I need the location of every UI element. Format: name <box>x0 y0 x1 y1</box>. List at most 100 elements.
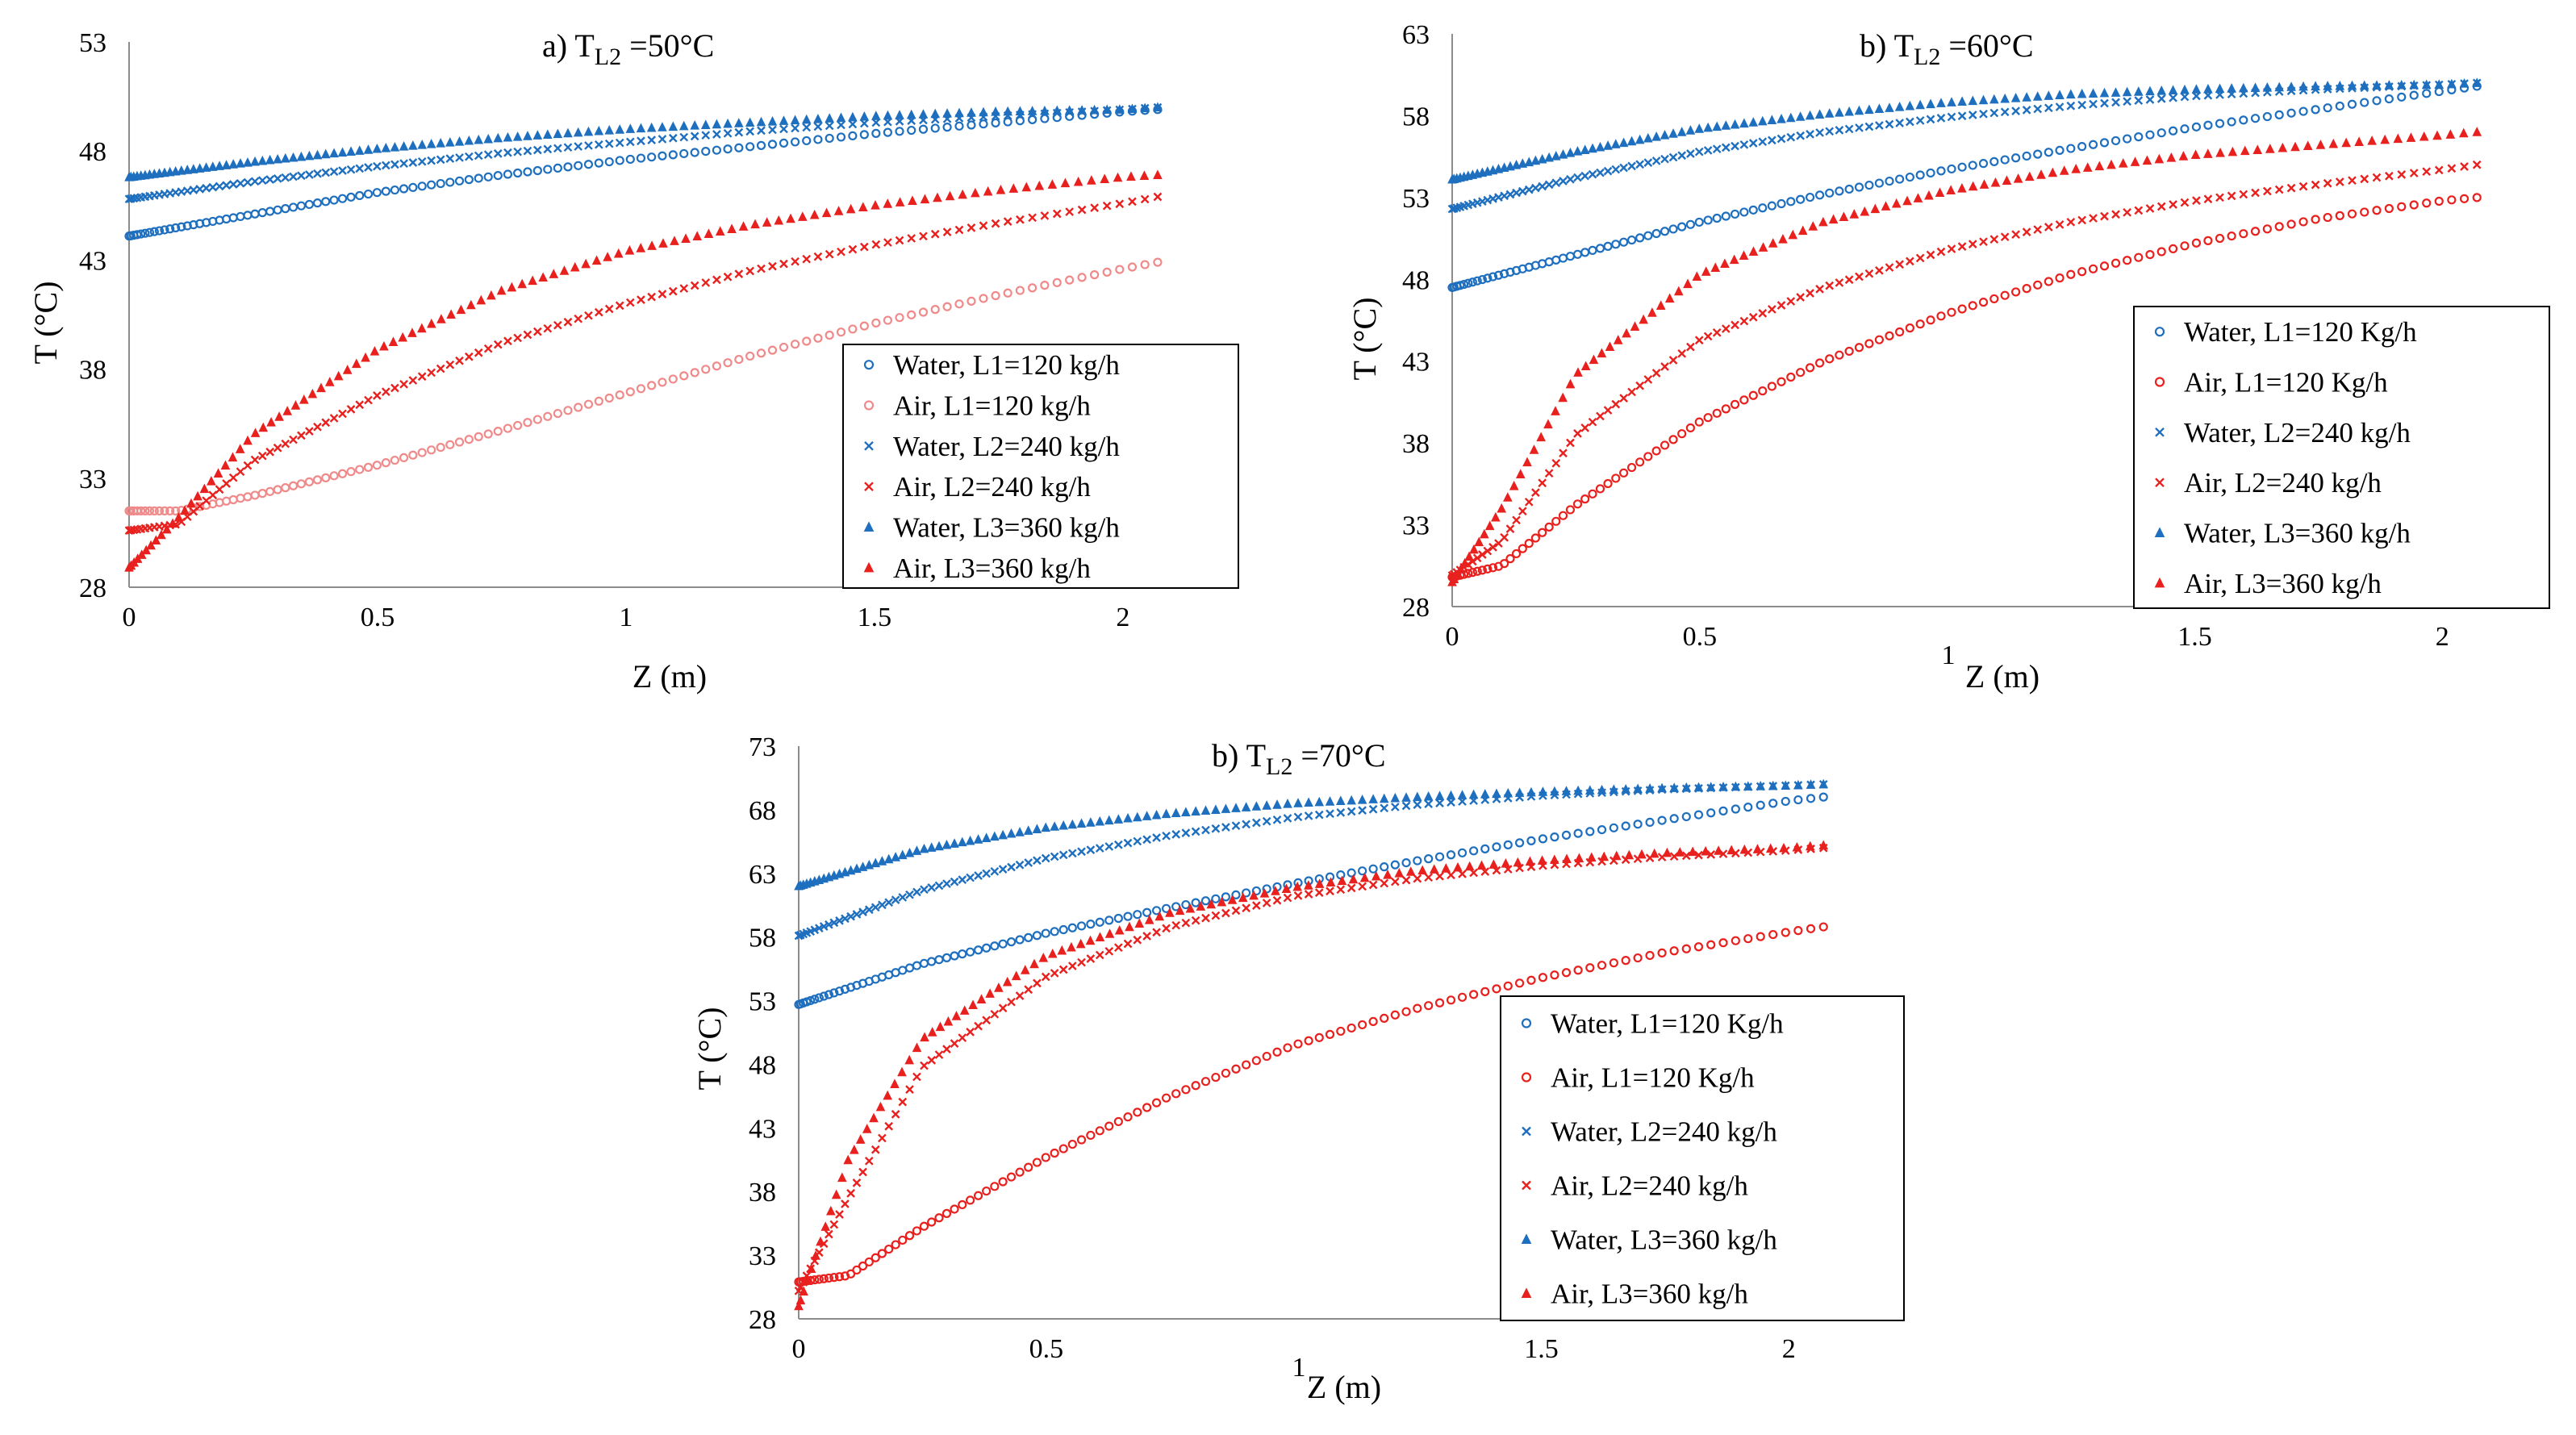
data-point <box>2099 138 2110 148</box>
series-circle-1 <box>1447 193 2482 582</box>
x-tick-label: 1.5 <box>858 603 892 632</box>
data-point <box>745 351 755 361</box>
data-point <box>584 141 593 150</box>
data-point <box>338 409 347 419</box>
data-point <box>1793 779 1803 790</box>
data-point <box>919 843 929 853</box>
data-point <box>408 140 418 150</box>
data-point <box>1493 270 1504 280</box>
data-point <box>898 966 908 975</box>
data-point <box>513 420 523 431</box>
data-point <box>2066 101 2076 111</box>
data-point <box>1293 812 1303 822</box>
data-point <box>625 154 635 165</box>
data-point <box>1511 160 1522 169</box>
data-point <box>825 1229 833 1239</box>
data-point <box>1003 117 1012 127</box>
data-point <box>507 282 517 292</box>
data-point <box>919 1221 929 1231</box>
data-point <box>1423 791 1434 801</box>
data-point <box>1677 151 1687 161</box>
data-point <box>1447 870 1455 880</box>
data-point <box>337 469 348 478</box>
data-point <box>833 206 844 215</box>
data-point <box>369 346 380 356</box>
data-point <box>831 1189 841 1199</box>
data-point <box>905 890 914 899</box>
data-point <box>581 258 591 269</box>
data-point <box>998 939 1008 949</box>
data-point <box>1677 429 1687 439</box>
data-point <box>2145 249 2155 260</box>
data-point <box>1259 887 1270 898</box>
data-point <box>1368 804 1378 814</box>
legend-item: Air, L2=240 kg/h <box>1522 1170 1748 1202</box>
data-point <box>1651 446 1661 456</box>
data-point <box>2000 155 2010 165</box>
data-point <box>958 949 967 959</box>
data-point <box>2011 106 2020 115</box>
data-point <box>967 296 976 306</box>
data-point <box>637 136 645 146</box>
y-axis-title: T (°C) <box>1346 297 1383 380</box>
data-point <box>250 490 260 500</box>
data-point <box>1283 799 1292 808</box>
data-point <box>1793 795 1803 805</box>
data-point <box>863 521 875 532</box>
data-point <box>149 227 159 236</box>
data-point <box>1201 825 1210 835</box>
x-tick-label: 2 <box>2436 622 2449 652</box>
data-point <box>177 165 186 175</box>
data-point <box>1609 823 1618 832</box>
data-point <box>991 290 1000 301</box>
series-triangle-4 <box>124 102 1163 181</box>
data-point <box>381 142 391 152</box>
data-point <box>1669 814 1679 824</box>
data-point <box>1413 874 1422 883</box>
data-point <box>973 834 983 844</box>
y-tick-label: 33 <box>749 1241 776 1271</box>
data-point <box>1694 147 1704 156</box>
data-point <box>1721 120 1731 130</box>
data-point <box>1483 273 1493 283</box>
data-markers <box>1447 77 2482 586</box>
data-point <box>1152 928 1161 937</box>
data-point <box>2347 209 2357 219</box>
data-point <box>2315 140 2326 149</box>
data-point <box>1756 800 1765 810</box>
data-point <box>647 292 657 302</box>
legend-item: Air, L2=240 kg/h <box>864 471 1091 503</box>
data-point <box>1028 115 1037 124</box>
data-point <box>1161 1093 1171 1103</box>
y-tick-label: 58 <box>749 924 776 953</box>
data-point <box>1990 177 2001 187</box>
data-point <box>1874 103 1885 113</box>
data-point <box>1153 257 1163 267</box>
data-point <box>904 1054 914 1065</box>
data-point <box>1077 273 1087 282</box>
data-point <box>2203 236 2213 245</box>
data-point <box>1597 348 1607 358</box>
data-point <box>320 148 331 159</box>
data-point <box>1417 865 1427 875</box>
data-point <box>1731 804 1740 814</box>
data-point <box>859 321 869 331</box>
legend-item: Air, L3=360 kg/h <box>863 553 1091 584</box>
data-point <box>228 494 238 505</box>
legend-item: Water, L1=120 kg/h <box>863 349 1120 381</box>
data-point <box>920 1061 929 1070</box>
data-point <box>1262 1051 1271 1062</box>
data-point <box>427 156 436 165</box>
data-point <box>1748 139 1758 148</box>
data-point <box>1151 906 1162 916</box>
data-point <box>1346 883 1356 893</box>
data-point <box>1058 850 1068 860</box>
data-point <box>1624 849 1635 860</box>
data-point <box>436 155 445 165</box>
data-point <box>1434 791 1445 800</box>
data-point <box>2460 162 2469 171</box>
data-point <box>2192 196 2201 206</box>
data-point <box>126 506 136 515</box>
data-point <box>1588 417 1597 427</box>
